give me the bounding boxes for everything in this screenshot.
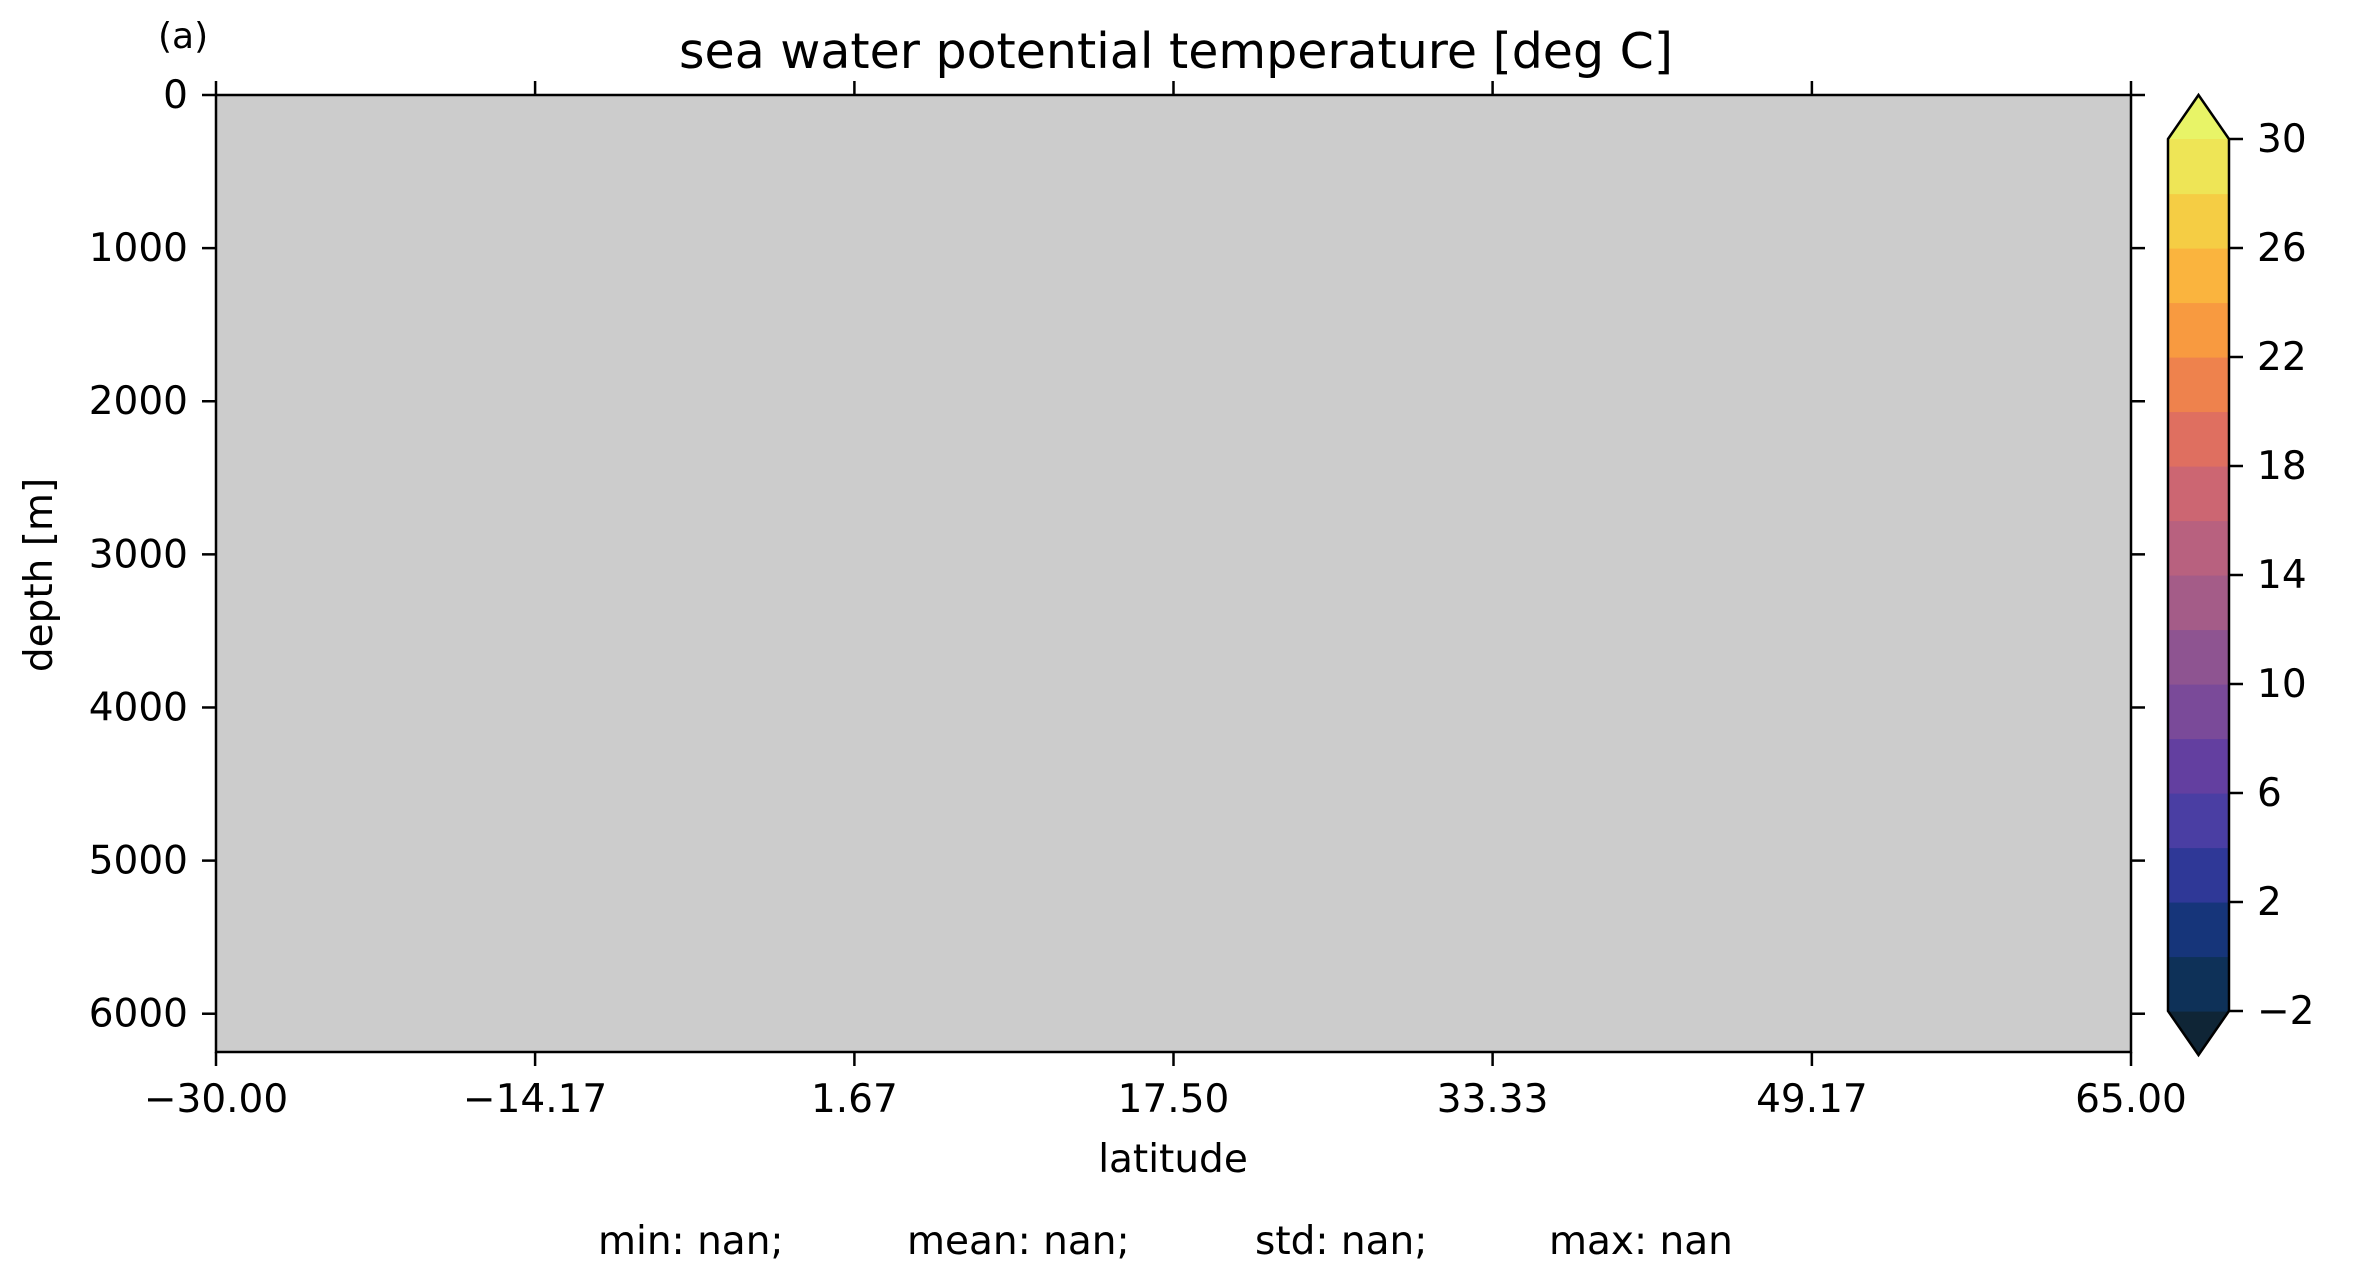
- y-tick-label: 6000: [89, 992, 188, 1037]
- colorbar-tick-label: 2: [2257, 880, 2282, 925]
- stat-mean: mean: nan;: [907, 1219, 1130, 1263]
- colorbar-level: [2168, 302, 2229, 358]
- colorbar-level: [2168, 466, 2229, 522]
- colorbar-level: [2168, 847, 2229, 903]
- chart-title: sea water potential temperature [deg C]: [679, 23, 1673, 80]
- x-axis-ticks: −30.00 −14.17 1.67 17.50 33.33 49.17 65.00: [144, 81, 2187, 1122]
- colorbar-extend-high: [2168, 95, 2229, 139]
- colorbar-level: [2168, 248, 2229, 304]
- stat-std: std: nan;: [1255, 1219, 1427, 1263]
- colorbar-tick-label: 18: [2257, 444, 2307, 489]
- colorbar-level: [2168, 193, 2229, 249]
- stat-max: max: nan: [1549, 1219, 1733, 1263]
- y-tick-label: 3000: [89, 532, 188, 577]
- colorbar-extend-low: [2168, 1011, 2229, 1055]
- colorbar-tick-label: 26: [2257, 226, 2307, 271]
- colorbar-tick-label: −2: [2257, 989, 2315, 1034]
- colorbar-tick-label: 14: [2257, 553, 2307, 598]
- colorbar-tick-label: 30: [2257, 117, 2307, 162]
- x-tick-label: 65.00: [2075, 1077, 2187, 1122]
- colorbar-level: [2168, 411, 2229, 467]
- plot-frame: [214, 93, 2133, 1054]
- colorbar-level: [2168, 956, 2229, 1012]
- colorbar-level: [2168, 793, 2229, 849]
- x-tick-label: −30.00: [144, 1077, 288, 1122]
- colorbar-level: [2168, 139, 2229, 195]
- x-axis-label: latitude: [1098, 1137, 1248, 1182]
- colorbar-tick-label: 10: [2257, 662, 2307, 707]
- y-axis-label: depth [m]: [17, 478, 62, 672]
- colorbar-level: [2168, 902, 2229, 958]
- y-tick-label: 2000: [89, 379, 188, 424]
- colorbar-level: [2168, 684, 2229, 740]
- stat-min: min: nan;: [598, 1219, 784, 1263]
- colorbar-level: [2168, 629, 2229, 685]
- x-tick-label: −14.17: [463, 1077, 607, 1122]
- y-tick-label: 1000: [89, 226, 188, 271]
- x-tick-label: 49.17: [1756, 1077, 1868, 1122]
- colorbar-tick-label: 22: [2257, 335, 2307, 380]
- y-tick-label: 4000: [89, 685, 188, 730]
- y-axis-ticks: 0 1000 2000 3000 4000 5000 6000: [89, 73, 2145, 1037]
- plot-area: [216, 95, 2131, 1052]
- x-tick-label: 1.67: [811, 1077, 898, 1122]
- x-tick-label: 33.33: [1437, 1077, 1549, 1122]
- colorbar-level: [2168, 357, 2229, 413]
- y-tick-label: 5000: [89, 839, 188, 884]
- colorbar-level: [2168, 575, 2229, 631]
- panel-label: (a): [158, 16, 208, 57]
- y-tick-label: 0: [163, 73, 188, 118]
- colorbar-level: [2168, 520, 2229, 576]
- colorbar-tick-label: 6: [2257, 771, 2282, 816]
- x-tick-label: 17.50: [1118, 1077, 1230, 1122]
- colorbar-level: [2168, 738, 2229, 794]
